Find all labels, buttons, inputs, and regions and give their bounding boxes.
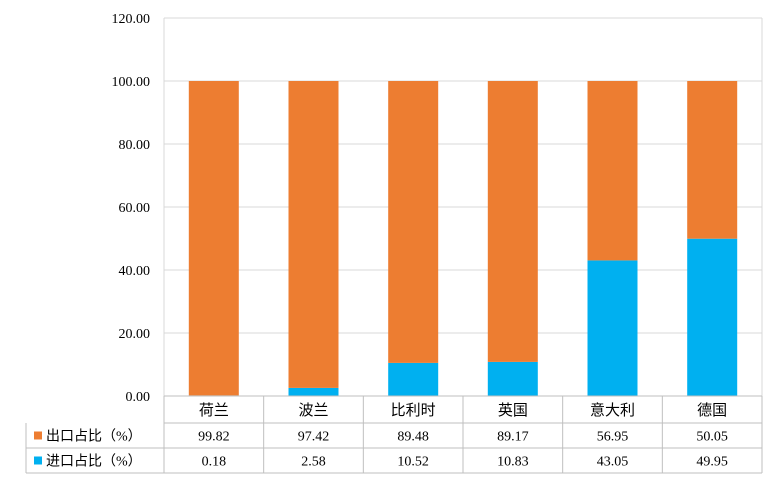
y-tick-label: 40.00	[119, 264, 151, 279]
bar-segment	[487, 361, 538, 396]
category-label: 荷兰	[199, 402, 229, 419]
data-value-label: 89.48	[397, 430, 429, 445]
y-tick-label: 120.00	[112, 12, 151, 27]
category-label: 德国	[697, 401, 727, 419]
bar-segment	[288, 387, 339, 396]
data-value-label: 0.18	[202, 455, 227, 470]
category-label: 比利时	[391, 402, 436, 419]
category-label: 波兰	[298, 402, 328, 419]
data-value-label: 89.17	[497, 430, 529, 445]
category-label: 意大利	[590, 401, 635, 419]
y-tick-label: 60.00	[119, 201, 151, 216]
y-tick-label: 80.00	[119, 138, 151, 153]
data-value-label: 97.42	[298, 430, 330, 445]
bar-segment	[288, 81, 339, 388]
y-tick-label: 0.00	[126, 390, 151, 405]
data-value-label: 10.83	[497, 455, 529, 470]
data-value-label: 10.52	[397, 455, 429, 470]
series-name: 出口占比（%）	[46, 429, 142, 445]
data-value-label: 49.95	[696, 455, 728, 470]
bar-segment	[388, 362, 439, 396]
bar-segment	[587, 81, 638, 261]
bar-segment	[487, 81, 538, 362]
y-tick-label: 100.00	[112, 75, 151, 90]
data-value-label: 56.95	[597, 430, 629, 445]
y-tick-label: 20.00	[119, 327, 151, 342]
legend-key	[34, 431, 42, 440]
data-value-label: 2.58	[301, 455, 326, 470]
category-label: 英国	[498, 401, 528, 419]
bar-segment	[388, 81, 439, 363]
bar-segment	[587, 260, 638, 396]
data-value-label: 99.82	[198, 430, 230, 445]
bar-segment	[687, 238, 738, 396]
legend-key	[34, 456, 42, 465]
series-name: 进口占比（%）	[46, 454, 142, 470]
data-value-label: 43.05	[597, 455, 629, 470]
bar-segment	[188, 81, 239, 396]
bar-segment	[687, 81, 738, 239]
data-value-label: 50.05	[696, 430, 728, 445]
